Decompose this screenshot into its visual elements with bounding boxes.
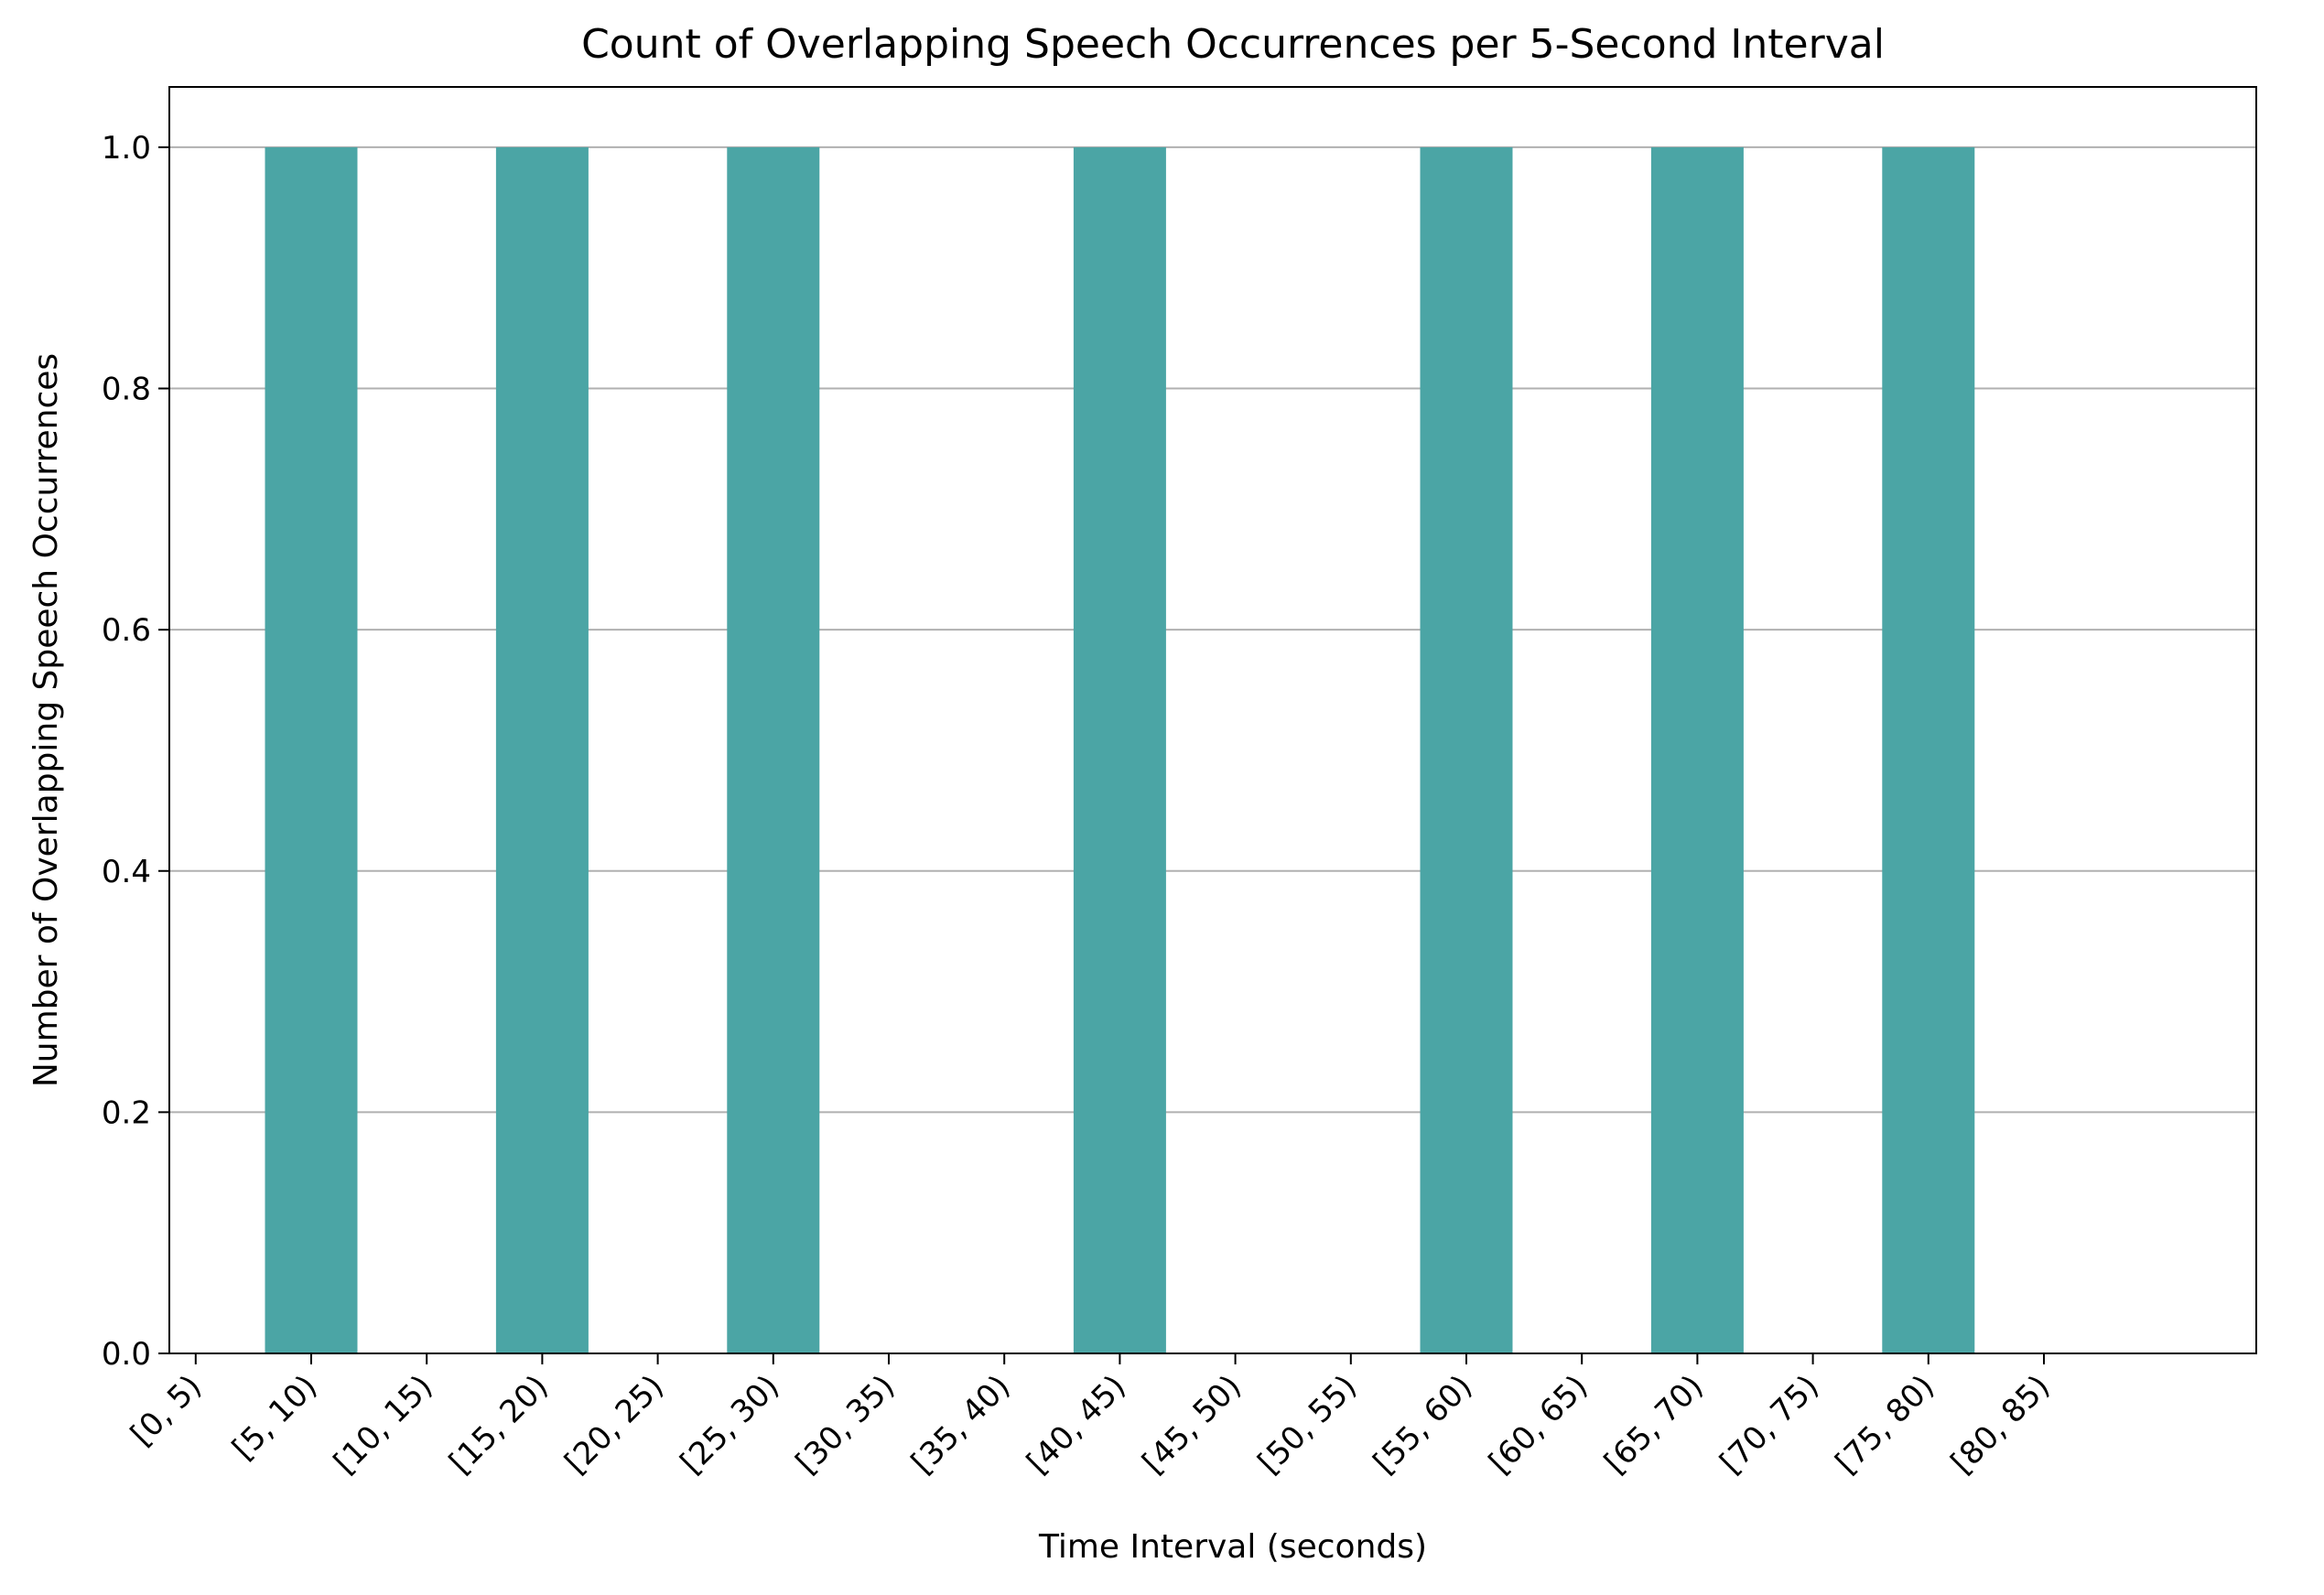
bars [265,146,1975,1353]
y-tick-label: 0.8 [102,372,151,408]
y-tick-label: 0.2 [102,1094,151,1131]
y-tick-label: 1.0 [102,130,151,167]
bar [1073,146,1166,1353]
y-axis-label: Number of Overlapping Speech Occurrences [27,353,65,1087]
bar [265,146,358,1353]
bar [1420,146,1513,1353]
plot-frame [168,86,2257,1354]
y-axis: 0.0 0.2 0.4 0.6 0.8 1.0 [102,130,169,1373]
y-tick-label: 0.4 [102,854,151,890]
bar [495,146,589,1353]
y-tick-label: 0.6 [102,612,151,649]
bar [727,146,820,1353]
bar [1650,146,1744,1353]
chart-title: Count of Overlapping Speech Occurrences … [581,21,1885,68]
y-tick-label: 0.0 [102,1336,151,1373]
bar [1882,146,1975,1353]
x-axis-label: Time Interval (seconds) [1038,1528,1427,1566]
